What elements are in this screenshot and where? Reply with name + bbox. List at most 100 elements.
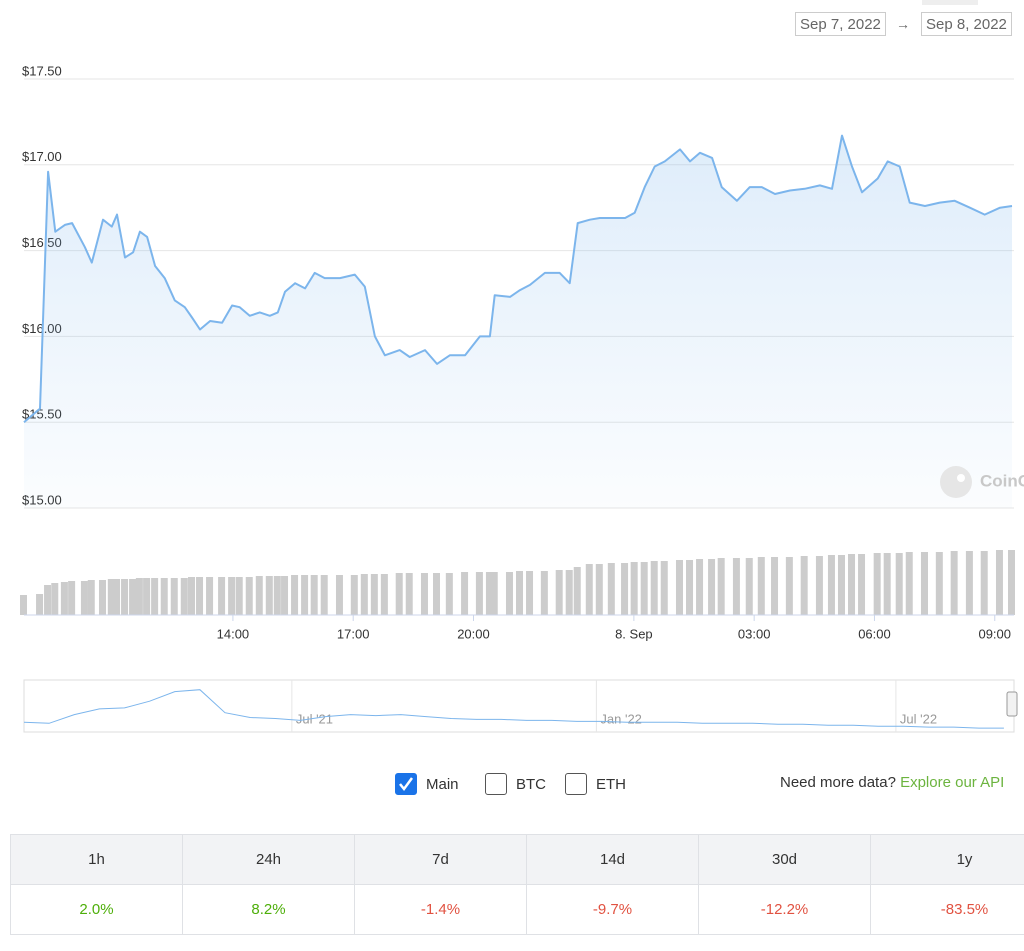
volume-bar: [395, 573, 403, 615]
volume-bar: [113, 579, 121, 615]
volume-bar: [206, 577, 214, 615]
volume-bar: [595, 564, 603, 615]
x-tick-label: 09:00: [978, 626, 1011, 641]
volume-bar: [60, 582, 68, 615]
volume-bar: [640, 562, 648, 615]
series-toggle[interactable]: Main: [395, 772, 459, 796]
watermark-text: CoinGecko: [980, 471, 1024, 490]
volume-bar: [420, 573, 428, 615]
volume-bar: [573, 567, 581, 615]
volume-bar: [160, 578, 168, 615]
checkbox[interactable]: [485, 773, 507, 795]
tab-stub: [922, 0, 978, 5]
chart: $15.00$15.50$16.00$16.50$17.00$17.5014:0…: [20, 63, 1024, 733]
volume-bar: [273, 576, 281, 615]
volume-bar: [301, 575, 309, 615]
checkbox[interactable]: [395, 773, 417, 795]
change-table: 1h 24h 7d 14d 30d 1y 2.0% 8.2% -1.4% -9.7% -12.2%…: [10, 834, 1024, 935]
change-cell: 8.2%: [182, 884, 355, 935]
volume-bar: [245, 577, 253, 615]
change-cell: -83.5%: [870, 884, 1024, 935]
volume-bar: [650, 561, 658, 615]
volume-bar: [405, 573, 413, 615]
header-row: 1h 24h 7d 14d 30d 1y: [10, 834, 1024, 885]
volume-bar: [1007, 550, 1015, 615]
volume-bar: [555, 570, 563, 615]
volume-bar: [98, 580, 106, 615]
price-line: [23, 134, 1013, 423]
volume-bar: [883, 553, 891, 615]
volume-bar: [68, 581, 76, 615]
change-cell: -1.4%: [354, 884, 527, 935]
volume-bar: [461, 572, 469, 615]
x-tick-label: 17:00: [337, 626, 370, 641]
volume-bar: [370, 574, 378, 615]
volume-bar: [800, 556, 808, 615]
series-toggle[interactable]: BTC: [485, 772, 546, 796]
volume-bar: [485, 572, 493, 615]
volume-bar: [380, 574, 388, 615]
volume-bar: [965, 551, 973, 615]
volume-bar: [135, 578, 143, 615]
volume-bar: [360, 574, 368, 615]
volume-bar: [335, 575, 343, 615]
volume-bar: [815, 556, 823, 615]
volume-bar: [745, 558, 753, 615]
volume-bar: [607, 563, 615, 615]
date-to[interactable]: Sep 8, 2022: [921, 12, 1012, 36]
change-cell: 2.0%: [10, 884, 183, 935]
volume-bar: [180, 578, 188, 615]
volume-bar: [291, 575, 299, 615]
volume-bar: [255, 576, 263, 615]
volume-bar: [995, 550, 1003, 615]
volume-bar: [905, 552, 913, 615]
volume-bar: [686, 560, 694, 615]
volume-bar: [310, 575, 318, 615]
toggle-label: Main: [426, 775, 459, 793]
volume-bar: [36, 594, 44, 615]
api-link[interactable]: Explore our API: [900, 774, 1005, 791]
toggle-label: BTC: [516, 775, 546, 793]
volume-bar: [20, 595, 27, 615]
volume-bar: [516, 571, 524, 615]
volume-bar: [433, 573, 441, 615]
header-cell: 7d: [354, 834, 527, 885]
volume-bar: [188, 577, 196, 615]
volume-bar: [44, 585, 52, 615]
volume-bar: [621, 563, 629, 615]
volume-bar: [51, 583, 59, 615]
volume-bar: [475, 572, 483, 615]
volume-bar: [490, 572, 498, 615]
x-tick-label: 03:00: [738, 626, 771, 641]
navigator-frame: [23, 679, 1015, 733]
volume-bar: [848, 554, 856, 615]
volume-bar: [170, 578, 178, 615]
date-from[interactable]: Sep 7, 2022: [795, 12, 886, 36]
volume-bar: [675, 560, 683, 615]
value-row: 2.0% 8.2% -1.4% -9.7% -12.2% -83.5%: [10, 884, 1024, 935]
volume-bar: [920, 552, 928, 615]
date-separator: →: [896, 16, 910, 32]
table-body: 2.0% 8.2% -1.4% -9.7% -12.2% -83.5%: [10, 884, 1024, 935]
volume-bar: [87, 580, 95, 615]
y-tick-label: $17.50: [22, 63, 62, 78]
volume-bar: [950, 551, 958, 615]
series-toggle[interactable]: ETH: [565, 772, 626, 796]
volume-bar: [218, 577, 226, 615]
volume-bar: [873, 553, 881, 615]
checkbox[interactable]: [565, 773, 587, 795]
navigator-tick-label: Jul '21: [296, 711, 333, 726]
x-tick-label: 8. Sep: [615, 626, 653, 641]
navigator-handle[interactable]: [1006, 691, 1018, 717]
navigator-tick-label: Jan '22: [600, 711, 642, 726]
volume-bar: [660, 561, 668, 615]
header-cell: 14d: [526, 834, 699, 885]
volume-bar: [540, 571, 548, 615]
header-cell: 1y: [870, 834, 1024, 885]
volume-bar: [80, 581, 88, 615]
volume-bar: [696, 559, 704, 615]
volume-bar: [281, 576, 289, 615]
toggle-label: ETH: [596, 775, 626, 793]
header-cell: 1h: [10, 834, 183, 885]
